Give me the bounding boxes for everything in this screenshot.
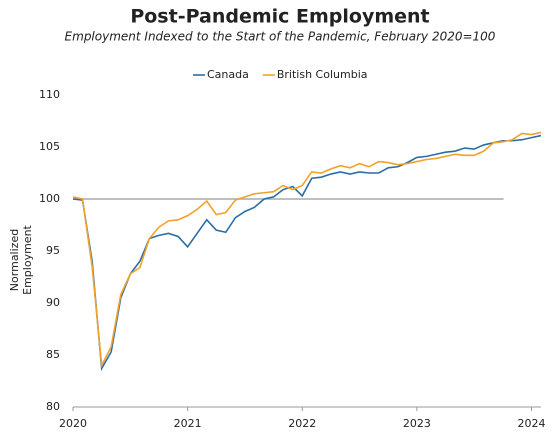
series-line [72,131,542,369]
y-tick-label: 95 [46,244,60,257]
x-tick-label: 2024 [517,417,545,430]
x-tick-label: 2021 [174,417,202,430]
y-tick-label: 80 [46,400,60,413]
y-tick-label: 105 [39,140,60,153]
legend-label: Canada [207,68,249,81]
y-tick-label: 85 [46,348,60,361]
legend-label: British Columbia [277,68,368,81]
y-tick-label: 90 [46,296,60,309]
chart-title: Post-Pandemic Employment [130,6,429,28]
y-tick-label: 110 [39,88,60,101]
x-tick-label: 2020 [59,417,87,430]
y-axis-label: Normalized Employment [8,224,34,294]
series-line [72,134,542,372]
chart-subtitle: Employment Indexed to the Start of the P… [65,30,496,44]
y-axis-label-line: Normalized [8,229,21,291]
x-tick-label: 2023 [403,417,431,430]
y-axis-label-line: Employment [21,224,34,294]
x-tick-label: 2022 [288,417,316,430]
y-tick-label: 100 [39,192,60,205]
